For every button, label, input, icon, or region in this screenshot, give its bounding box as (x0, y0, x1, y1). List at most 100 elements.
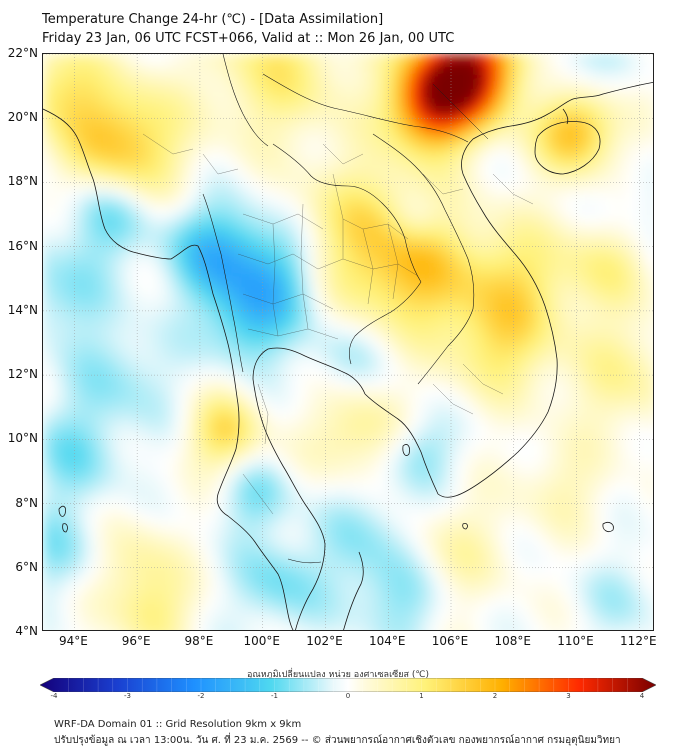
field-cell (277, 414, 287, 424)
field-cell (457, 279, 467, 289)
field-cell (313, 477, 323, 487)
field-cell (151, 630, 161, 631)
field-cell (214, 369, 224, 379)
field-cell (322, 99, 332, 109)
field-cell (133, 576, 143, 586)
field-cell (52, 126, 62, 136)
field-cell (484, 432, 494, 442)
field-cell (583, 279, 593, 289)
field-cell (142, 90, 152, 100)
field-cell (619, 513, 629, 523)
field-cell (52, 180, 62, 190)
field-cell (205, 63, 215, 73)
field-cell (340, 477, 350, 487)
field-cell (457, 378, 467, 388)
map-panel[interactable] (42, 53, 654, 631)
field-cell (259, 360, 269, 370)
field-cell (385, 306, 395, 316)
field-cell (421, 414, 431, 424)
field-cell (547, 171, 557, 181)
field-cell (529, 261, 539, 271)
field-cell (466, 162, 476, 172)
field-cell (574, 243, 584, 253)
field-cell (70, 585, 80, 595)
field-cell (538, 243, 548, 253)
field-cell (43, 441, 53, 451)
field-cell (394, 549, 404, 559)
field-cell (106, 486, 116, 496)
field-cell (340, 279, 350, 289)
field-cell (349, 99, 359, 109)
field-cell (646, 117, 653, 127)
field-cell (547, 297, 557, 307)
field-cell (502, 153, 512, 163)
field-cell (79, 567, 89, 577)
field-cell (232, 324, 242, 334)
field-cell (115, 522, 125, 532)
field-cell (412, 486, 422, 496)
field-cell (169, 306, 179, 316)
field-cell (385, 621, 395, 630)
field-cell (178, 459, 188, 469)
field-cell (412, 504, 422, 514)
field-cell (178, 450, 188, 460)
field-cell (475, 594, 485, 604)
field-cell (223, 396, 233, 406)
field-cell (619, 459, 629, 469)
field-cell (520, 360, 530, 370)
field-cell (529, 531, 539, 541)
field-cell (133, 99, 143, 109)
field-cell (484, 540, 494, 550)
field-cell (574, 612, 584, 622)
field-cell (196, 288, 206, 298)
field-cell (412, 540, 422, 550)
field-cell (115, 450, 125, 460)
field-cell (97, 387, 107, 397)
field-cell (475, 171, 485, 181)
field-cell (151, 306, 161, 316)
field-cell (565, 441, 575, 451)
field-cell (565, 558, 575, 568)
field-cell (394, 396, 404, 406)
field-cell (448, 414, 458, 424)
field-cell (484, 414, 494, 424)
field-cell (133, 333, 143, 343)
field-cell (160, 603, 170, 613)
field-cell (277, 63, 287, 73)
field-cell (439, 315, 449, 325)
field-cell (412, 63, 422, 73)
field-cell (493, 495, 503, 505)
field-cell (412, 531, 422, 541)
field-cell (232, 468, 242, 478)
field-cell (475, 387, 485, 397)
field-cell (61, 261, 71, 271)
field-cell (340, 144, 350, 154)
field-cell (250, 468, 260, 478)
field-cell (502, 477, 512, 487)
field-cell (457, 342, 467, 352)
field-cell (565, 162, 575, 172)
field-cell (331, 162, 341, 172)
field-cell (232, 72, 242, 82)
field-cell (439, 612, 449, 622)
field-cell (241, 405, 251, 415)
field-cell (430, 369, 440, 379)
field-cell (187, 216, 197, 226)
field-cell (376, 180, 386, 190)
field-cell (592, 108, 602, 118)
field-cell (79, 378, 89, 388)
field-cell (403, 108, 413, 118)
field-cell (124, 513, 134, 523)
field-cell (205, 297, 215, 307)
field-cell (520, 306, 530, 316)
field-cell (259, 54, 269, 64)
field-cell (232, 54, 242, 64)
field-cell (97, 432, 107, 442)
field-cell (115, 531, 125, 541)
field-cell (187, 387, 197, 397)
field-cell (88, 405, 98, 415)
field-cell (394, 630, 404, 631)
field-cell (340, 369, 350, 379)
field-cell (331, 567, 341, 577)
field-cell (124, 495, 134, 505)
